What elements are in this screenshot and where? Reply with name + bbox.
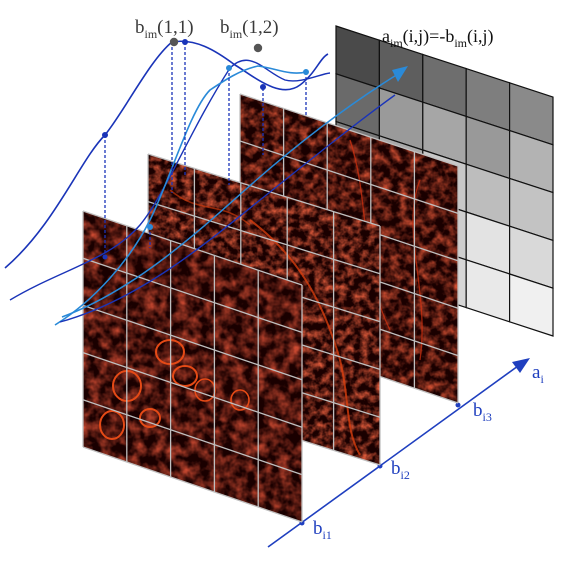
grid-line xyxy=(82,257,303,334)
matrix-cell xyxy=(509,273,554,337)
label-bi1: bi1 xyxy=(313,518,332,542)
arrow-head-light xyxy=(392,66,408,82)
grid-line xyxy=(82,399,303,476)
membership-curves xyxy=(4,40,399,326)
label-bi2: bi2 xyxy=(391,458,410,482)
arrow-line-light xyxy=(61,73,399,318)
label-ai: ai xyxy=(532,362,544,386)
point-b12 xyxy=(253,43,263,53)
projection-lines xyxy=(104,42,307,257)
grid-line xyxy=(239,140,459,215)
grid-line xyxy=(147,200,381,275)
grid-line xyxy=(82,351,303,428)
arrow-line-dark xyxy=(59,94,396,323)
curve-light xyxy=(54,65,307,326)
grid-line xyxy=(82,446,303,523)
grid-line xyxy=(82,210,303,286)
curve-points xyxy=(102,37,309,260)
curve-dark-outer xyxy=(4,40,329,269)
label-bi3: bi3 xyxy=(473,400,492,424)
grid-line xyxy=(147,153,381,227)
label-matrix-equation: aim(i,j)=-bim(i,j) xyxy=(382,26,493,50)
point-b11 xyxy=(169,37,179,47)
label-b12: bim(1,2) xyxy=(220,17,279,41)
grid-line xyxy=(82,304,303,381)
curve-dark-inner xyxy=(9,59,331,301)
label-b11: bim(1,1) xyxy=(135,17,194,41)
